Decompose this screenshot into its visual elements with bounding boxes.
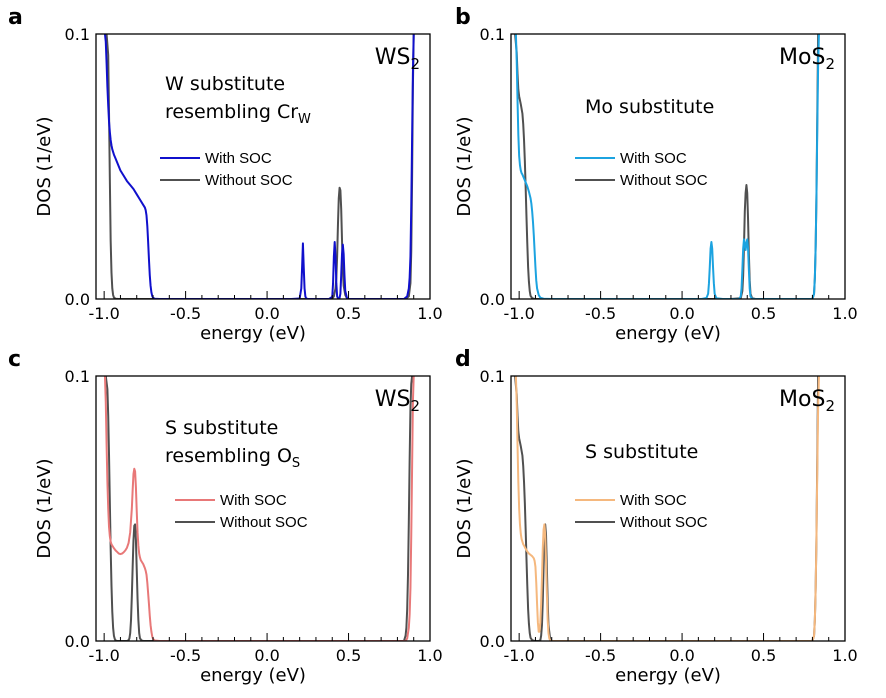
annotation-line: S substitute bbox=[585, 441, 698, 463]
x-tick-label: -1.0 bbox=[89, 304, 120, 323]
x-tick-label: -0.5 bbox=[585, 646, 616, 665]
series-line-without-soc bbox=[514, 376, 820, 641]
material-label: WS2 bbox=[375, 387, 420, 415]
plot-frame bbox=[95, 375, 431, 642]
panel-a: -1.0 -0.5 0.0 0.5 1.0 0.0 0.1 energy (eV) DOS (1… bbox=[8, 5, 443, 344]
x-tick-label: -0.5 bbox=[170, 304, 201, 323]
x-tick-label: -1.0 bbox=[89, 646, 120, 665]
series-line-without-soc bbox=[105, 34, 415, 299]
x-tick-label: 1.0 bbox=[417, 304, 442, 323]
y-tick-label: 0.1 bbox=[480, 367, 505, 386]
plot-frame bbox=[510, 375, 846, 642]
material-label: MoS2 bbox=[779, 45, 835, 73]
annotation-line: S substitute bbox=[165, 417, 278, 439]
x-axis-label: energy (eV) bbox=[200, 665, 306, 686]
series-line-with-soc bbox=[103, 376, 415, 641]
panel-c: -1.0 -0.5 0.0 0.5 1.0 0.0 0.1 energy (eV) DOS (1… bbox=[8, 347, 443, 686]
x-tick-label: -0.5 bbox=[170, 646, 201, 665]
y-tick-label: 0.1 bbox=[65, 367, 90, 386]
material-label: WS2 bbox=[375, 45, 420, 73]
y-axis-label: DOS (1/eV) bbox=[34, 458, 55, 558]
annotation-line: resembling OS bbox=[165, 445, 300, 471]
x-tick-label: 0.5 bbox=[336, 304, 361, 323]
y-tick-label: 0.0 bbox=[480, 632, 505, 651]
y-tick-label: 0.1 bbox=[480, 25, 505, 44]
legend-label: Without SOC bbox=[205, 172, 293, 189]
legend-label: With SOC bbox=[220, 492, 287, 509]
panel-d: -1.0 -0.5 0.0 0.5 1.0 0.0 0.1 energy (eV) DOS (1… bbox=[454, 347, 858, 686]
annotation-line: Mo substitute bbox=[585, 96, 714, 118]
x-tick-label: 0.0 bbox=[669, 646, 694, 665]
series-line-without-soc bbox=[104, 376, 414, 641]
panel-letter: c bbox=[8, 347, 21, 372]
panel-letter: a bbox=[8, 5, 23, 30]
legend-label: Without SOC bbox=[220, 514, 308, 531]
y-axis-label: DOS (1/eV) bbox=[454, 458, 475, 558]
x-axis-label: energy (eV) bbox=[615, 665, 721, 686]
panel-b: -1.0 -0.5 0.0 0.5 1.0 0.0 0.1 energy (eV) DOS (1… bbox=[454, 5, 858, 344]
legend-label: With SOC bbox=[620, 150, 687, 167]
x-tick-label: 0.0 bbox=[254, 304, 279, 323]
annotation-line: resembling CrW bbox=[165, 101, 311, 127]
y-tick-label: 0.0 bbox=[65, 290, 90, 309]
x-tick-label: 1.0 bbox=[417, 646, 442, 665]
plot-frame bbox=[95, 33, 431, 300]
x-tick-label: 0.5 bbox=[751, 304, 776, 323]
x-tick-label: 0.5 bbox=[751, 646, 776, 665]
x-tick-label: 1.0 bbox=[832, 646, 857, 665]
material-label: MoS2 bbox=[779, 387, 835, 415]
series-line-without-soc bbox=[514, 34, 820, 299]
panel-letter: b bbox=[455, 5, 471, 30]
x-axis-label: energy (eV) bbox=[615, 323, 721, 344]
plot-frame bbox=[510, 33, 846, 300]
panel-letter: d bbox=[455, 347, 471, 372]
legend-label: With SOC bbox=[205, 150, 272, 167]
x-axis-label: energy (eV) bbox=[200, 323, 306, 344]
x-tick-label: 0.0 bbox=[669, 304, 694, 323]
series-line-with-soc bbox=[514, 376, 820, 641]
x-tick-label: 0.5 bbox=[336, 646, 361, 665]
x-tick-label: -1.0 bbox=[504, 304, 535, 323]
y-tick-label: 0.0 bbox=[65, 632, 90, 651]
x-tick-label: 1.0 bbox=[832, 304, 857, 323]
legend-label: Without SOC bbox=[620, 514, 708, 531]
x-tick-label: 0.0 bbox=[254, 646, 279, 665]
legend-label: With SOC bbox=[620, 492, 687, 509]
series-line-with-soc bbox=[103, 34, 415, 299]
legend-label: Without SOC bbox=[620, 172, 708, 189]
y-axis-label: DOS (1/eV) bbox=[454, 116, 475, 216]
y-tick-label: 0.1 bbox=[65, 25, 90, 44]
y-tick-label: 0.0 bbox=[480, 290, 505, 309]
annotation-line: W substitute bbox=[165, 73, 285, 95]
x-tick-label: -0.5 bbox=[585, 304, 616, 323]
y-axis-label: DOS (1/eV) bbox=[34, 116, 55, 216]
x-tick-label: -1.0 bbox=[504, 646, 535, 665]
